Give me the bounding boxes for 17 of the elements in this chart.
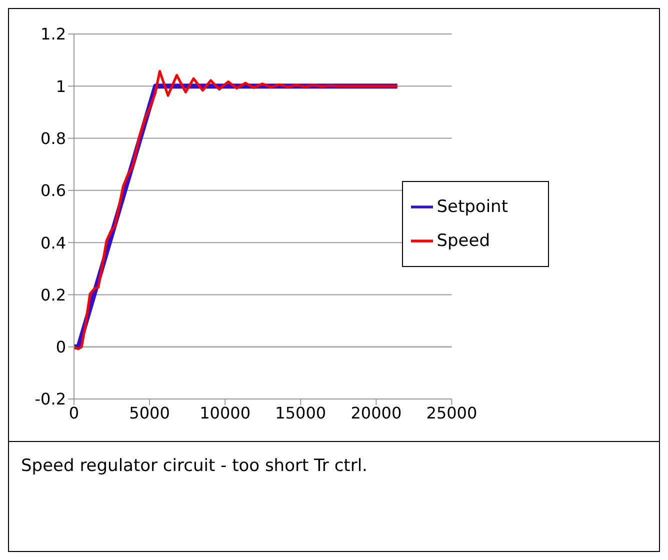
- legend-label: Setpoint: [436, 197, 508, 217]
- x-tick-label: 0: [68, 403, 80, 422]
- text: Speed regulator circuit - too short Tr ctrl.: [21, 456, 368, 476]
- legend-label: Speed: [436, 231, 490, 251]
- x-tick-label: 20000: [350, 403, 402, 422]
- y-tick-label: 1: [56, 76, 66, 96]
- y-tick-label: 1.2: [40, 24, 66, 44]
- x-tick-label: 15000: [275, 403, 326, 422]
- y-tick-label: 0.6: [40, 181, 66, 200]
- y-tick-label: 0: [56, 338, 66, 357]
- x-tick-label: 10000: [200, 403, 251, 422]
- y-tick-label: 0.2: [40, 285, 66, 304]
- y-tick-label: 0.8: [40, 128, 66, 148]
- y-tick-label: -0.2: [34, 390, 66, 409]
- x-tick-label: 5000: [129, 403, 170, 422]
- y-tick-label: 0.4: [40, 233, 66, 252]
- x-tick-label: 25000: [426, 403, 478, 422]
